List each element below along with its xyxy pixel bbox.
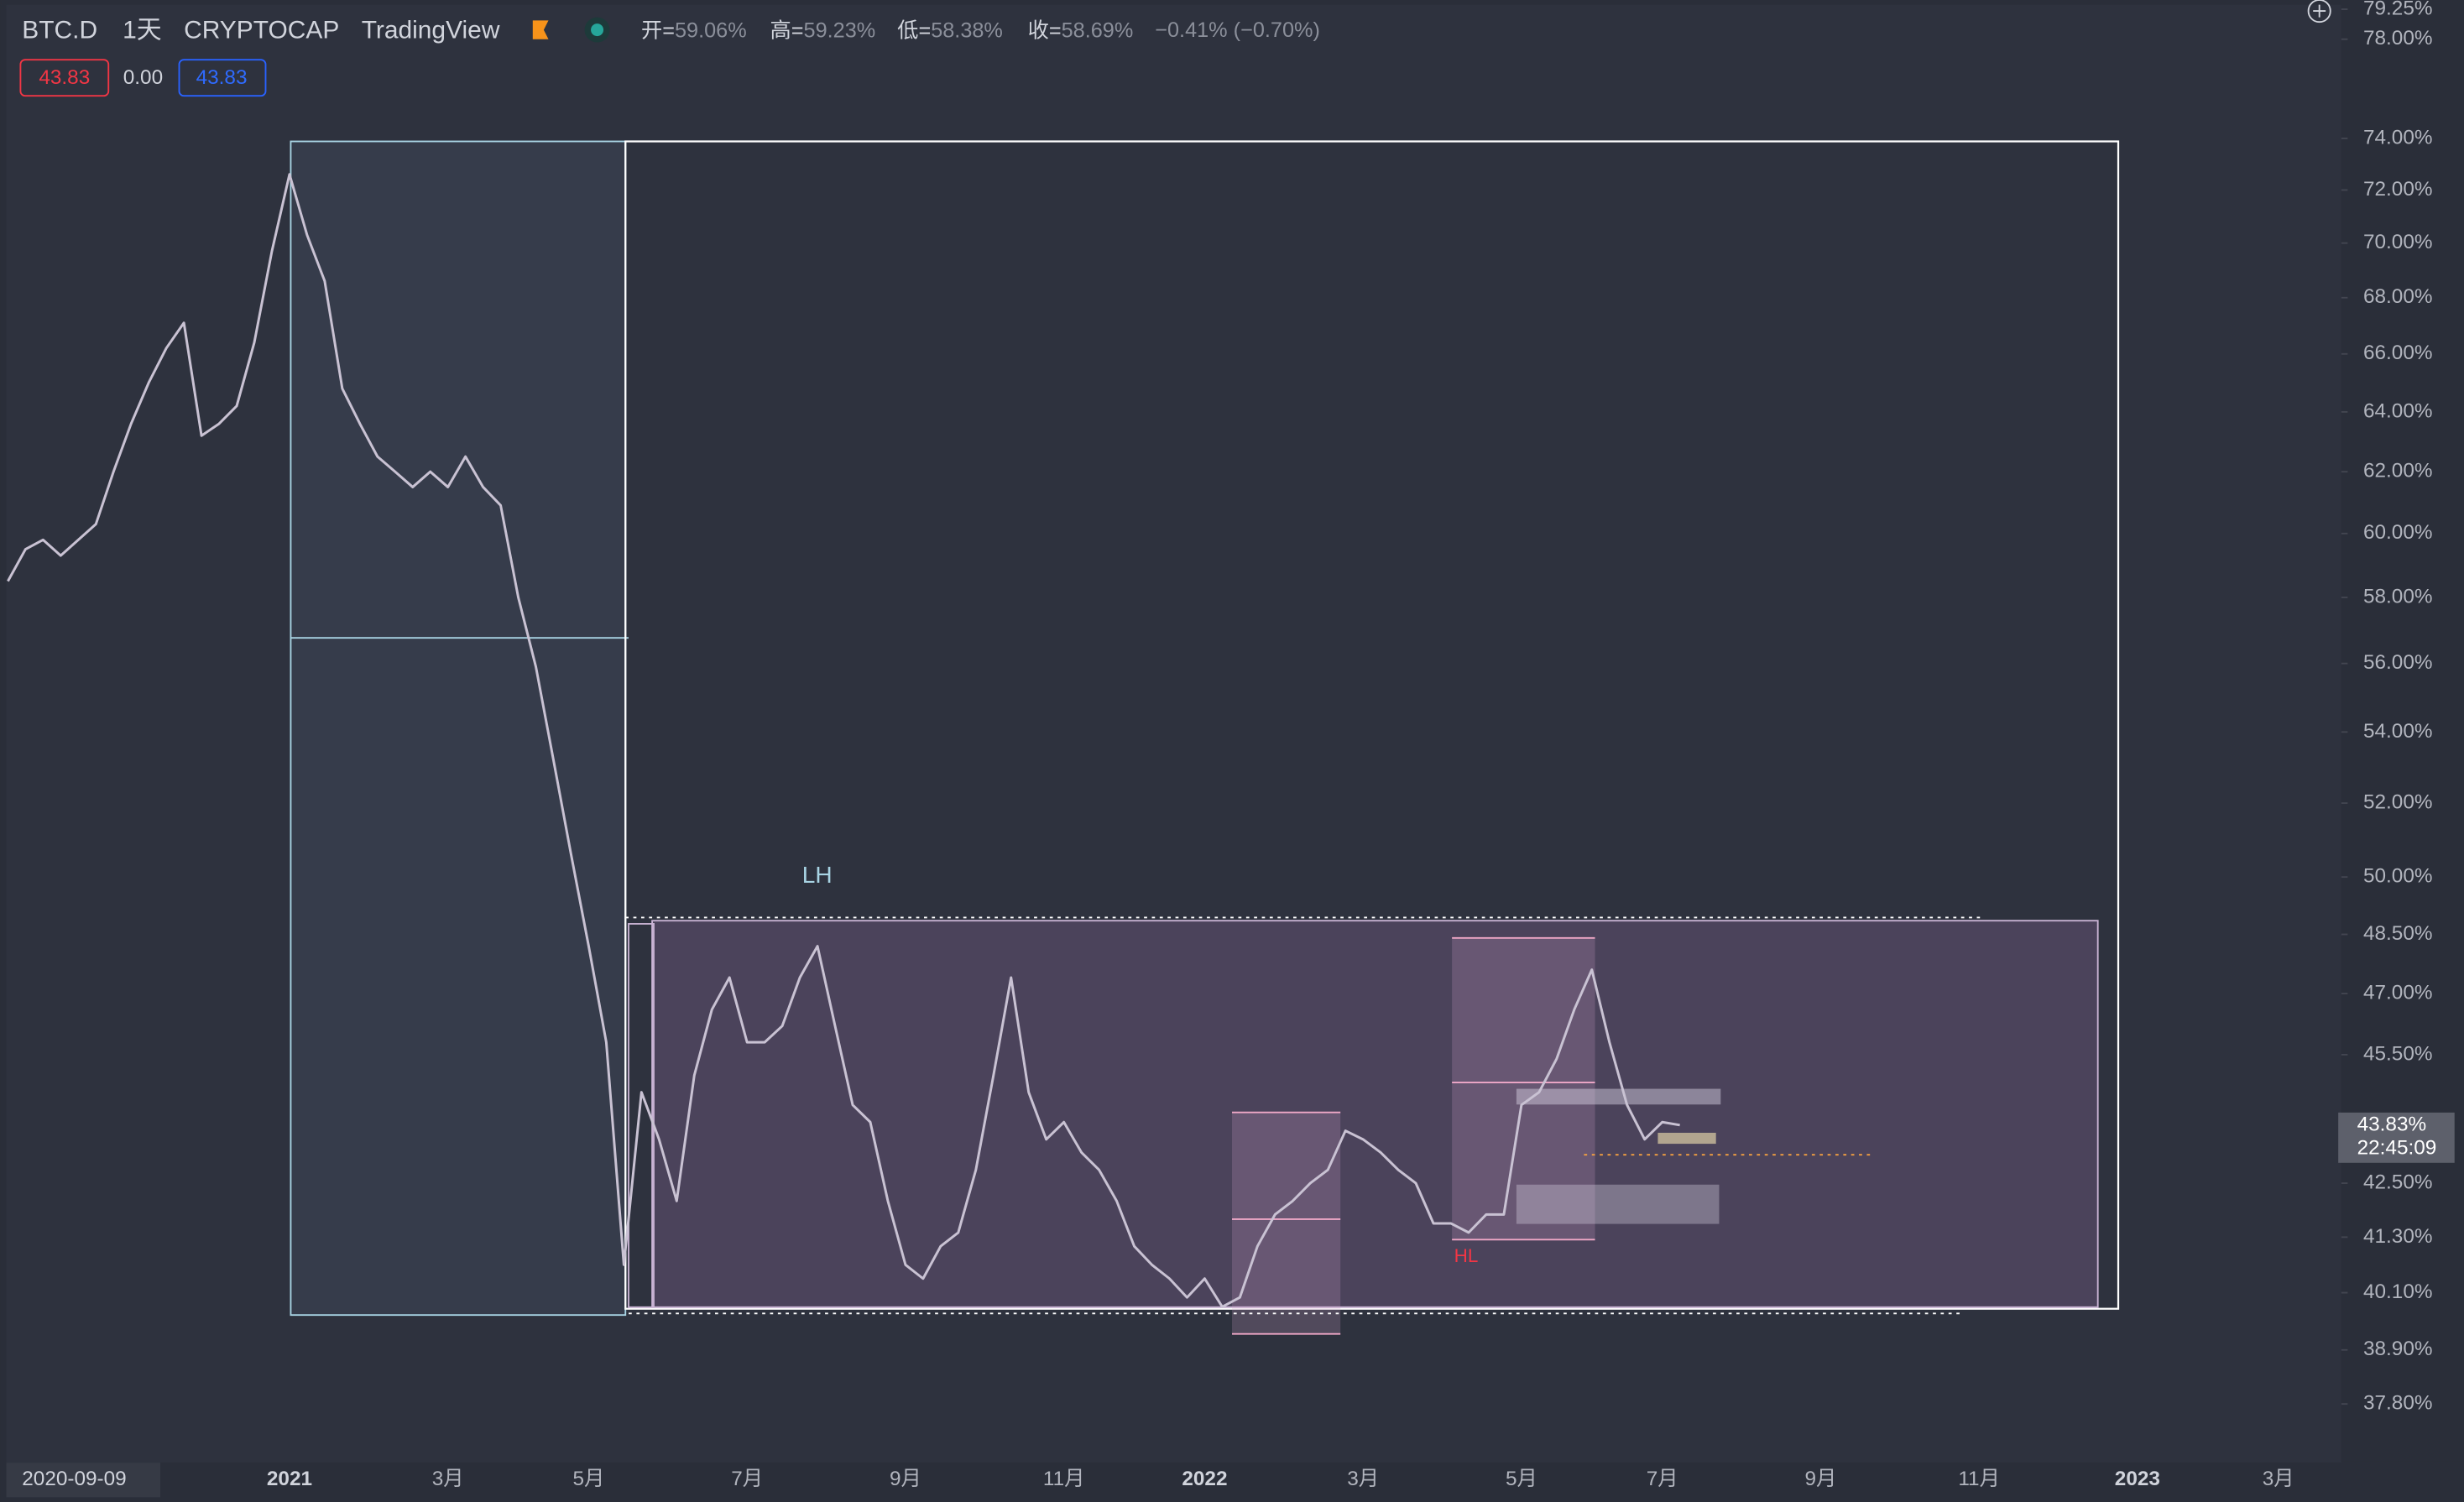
ohlc: 开=59.06% 高=59.23% 低=58.38% 收=58.69% (641, 18, 1133, 42)
y-tick-label: 48.50% (2363, 922, 2433, 945)
x-tick-label: 2020-09-09 (22, 1468, 126, 1490)
ohlc-item: 高=59.23% (770, 18, 876, 42)
source: TradingView (362, 16, 500, 44)
y-tick-label: 66.00% (2363, 342, 2433, 364)
ohlc-value: 59.23% (804, 18, 876, 42)
indicator-box (178, 59, 267, 97)
y-tick-label: 68.00% (2363, 285, 2433, 308)
x-axis (0, 1463, 2464, 1502)
status-dot (591, 23, 604, 37)
ohlc-item: 低=58.38% (897, 18, 1003, 42)
change: −0.41% (−0.70%) (1155, 18, 1320, 42)
x-tick-label: 11月 (1043, 1468, 1085, 1490)
x-tick-label: 5月 (1506, 1468, 1537, 1490)
gray-zone (1516, 1184, 1720, 1224)
y-tick-label: 40.10% (2363, 1280, 2433, 1303)
y-axis (2341, 0, 2464, 1462)
y-tick-label: 78.00% (2363, 27, 2433, 50)
x-tick-label: 5月 (573, 1468, 605, 1490)
indicator-value: 0.00 (123, 66, 163, 89)
indicator-value: 43.83 (196, 66, 248, 89)
y-tick-label: 42.50% (2363, 1171, 2433, 1193)
annotation: LH (802, 862, 833, 888)
last-price-label: 43.83% (2357, 1113, 2427, 1135)
x-tick-label: 11月 (1958, 1468, 2000, 1490)
indicator-value: 43.83 (39, 66, 90, 89)
y-tick-label: 50.00% (2363, 865, 2433, 888)
y-tick-label: 38.90% (2363, 1338, 2433, 1360)
range-box (624, 140, 2120, 1310)
y-tick-label: 58.00% (2363, 585, 2433, 608)
y-tick-label: 79.25% (2363, 0, 2433, 19)
ohlc-label: 收= (1028, 18, 1062, 42)
annotation: HL (1454, 1245, 1479, 1266)
ohlc-label: 高= (770, 18, 804, 42)
drawings: LH HL (290, 140, 2120, 1335)
y-tick-label: 45.50% (2363, 1042, 2433, 1065)
countdown: 22:45:09 (2357, 1136, 2437, 1159)
symbol: BTC.D (22, 16, 97, 44)
zone-b (1452, 937, 1595, 1240)
y-tick-label: 74.00% (2363, 126, 2433, 149)
fib-box (290, 140, 627, 1317)
y-tick-label: 47.00% (2363, 981, 2433, 1004)
y-tick-label: 60.00% (2363, 521, 2433, 544)
ohlc-value: 59.06% (675, 18, 747, 42)
ohlc-item: 收=58.69% (1028, 18, 1134, 42)
series-layer (7, 173, 1680, 1308)
zone-a (1232, 1112, 1341, 1334)
ohlc-item: 开=59.06% (641, 18, 747, 42)
x-tick-label: 3月 (1347, 1468, 1379, 1490)
range-zone (651, 920, 2099, 1308)
y-tick-label: 41.30% (2363, 1225, 2433, 1248)
add-icon[interactable] (2307, 0, 2331, 23)
last-price-box (2338, 1112, 2455, 1163)
interval[interactable]: 1天 (123, 16, 162, 44)
x-tick-label: 2023 (2115, 1468, 2160, 1490)
y-tick-label: 56.00% (2363, 651, 2433, 674)
x-tick-label: 7月 (1647, 1468, 1678, 1490)
ohlc-value: 58.38% (931, 18, 1003, 42)
y-tick-label: 72.00% (2363, 178, 2433, 201)
x-tick-label: 3月 (2263, 1468, 2294, 1490)
x-tick-label: 2021 (267, 1468, 312, 1490)
ohlc-label: 开= (641, 18, 675, 42)
indicator-box (19, 59, 110, 97)
x-tick-label: 7月 (731, 1468, 763, 1490)
y-tick-label: 62.00% (2363, 460, 2433, 482)
ohlc-label: 低= (897, 18, 931, 42)
y-tick-label: 54.00% (2363, 720, 2433, 743)
price-line (7, 173, 1680, 1308)
x-tick-label: 9月 (1804, 1468, 1836, 1490)
small-box (628, 923, 655, 1308)
x-tick-label: 9月 (890, 1468, 921, 1490)
flag-icon[interactable] (532, 20, 549, 39)
ohlc-value: 58.69% (1062, 18, 1134, 42)
add-icon-cross[interactable] (2313, 4, 2326, 18)
x-tick-label: 2022 (1182, 1468, 1227, 1490)
gray-zone (1516, 1088, 1721, 1105)
y-tick-label: 37.80% (2363, 1392, 2433, 1415)
y-tick-label: 64.00% (2363, 399, 2433, 422)
y-tick-label: 52.00% (2363, 791, 2433, 814)
crosshair-date-box (6, 1463, 161, 1498)
x-tick-label: 3月 (432, 1468, 464, 1490)
y-tick-label: 70.00% (2363, 231, 2433, 253)
exchange: CRYPTOCAP (184, 16, 339, 44)
tan-zone (1657, 1132, 1716, 1145)
